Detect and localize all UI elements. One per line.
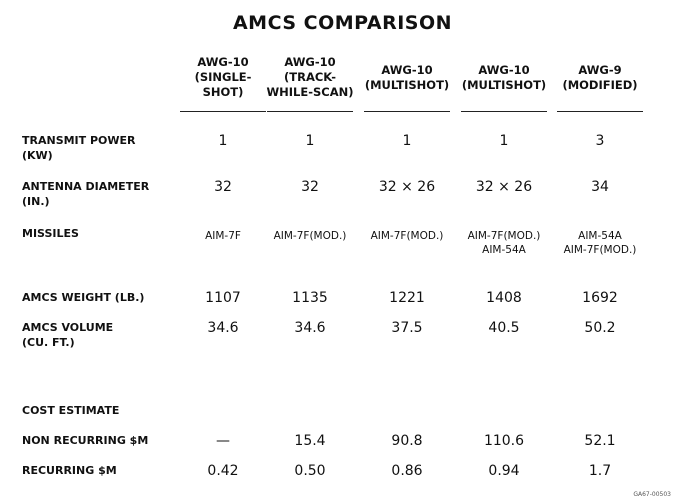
missile-name: AIM-7F(MOD.) <box>467 230 541 242</box>
value-cell: 1 <box>218 133 228 149</box>
value-cell: 0.42 <box>207 463 239 479</box>
column-header-rule <box>557 111 643 112</box>
missile-cell: AIM-7F(MOD.) <box>352 229 462 243</box>
row-label: AMCS VOLUME (CU. FT.) <box>22 320 113 350</box>
row-label: MISSILES <box>22 226 79 241</box>
value-cell: 34.6 <box>207 320 239 336</box>
column-header: AWG-10 (MULTISHOT) <box>444 63 564 93</box>
column-header-rule <box>267 111 353 112</box>
missile-name: AIM-54A <box>578 230 622 242</box>
row-label-line: TRANSMIT POWER <box>22 134 136 147</box>
missile-cell: AIM-54A AIM-7F(MOD.) <box>545 229 655 257</box>
value-cell: 37.5 <box>391 320 423 336</box>
column-header-line: AWG-10 <box>478 63 530 77</box>
value-cell: 110.6 <box>483 433 525 449</box>
figure-id: GA67-00503 <box>633 491 671 498</box>
value-cell: 1692 <box>582 290 618 306</box>
column-header-rule <box>364 111 450 112</box>
row-label-line: MISSILES <box>22 227 79 240</box>
column-header: AWG-9 (MODIFIED) <box>540 63 660 93</box>
value-cell: 1135 <box>292 290 328 306</box>
row-label-line: RECURRING $M <box>22 464 117 477</box>
value-cell: 0.50 <box>294 463 326 479</box>
row-label-line: COST ESTIMATE <box>22 404 120 417</box>
column-header-line: (SINGLE- <box>194 70 252 84</box>
missile-cell: AIM-7F(MOD.) AIM-54A <box>449 229 559 257</box>
value-cell: 1 <box>305 133 315 149</box>
column-header-line: AWG-10 <box>197 55 249 69</box>
missile-cell: AIM-7F <box>168 229 278 243</box>
value-cell: — <box>216 433 230 449</box>
row-label-line: NON RECURRING $M <box>22 434 149 447</box>
value-cell: 1.7 <box>588 463 612 479</box>
column-header: AWG-10 (MULTISHOT) <box>347 63 467 93</box>
value-cell: 15.4 <box>294 433 326 449</box>
row-label-line: (KW) <box>22 149 53 162</box>
value-cell: 1 <box>499 133 509 149</box>
column-header-rule <box>180 111 266 112</box>
row-label: AMCS WEIGHT (LB.) <box>22 290 144 305</box>
row-label: RECURRING $M <box>22 463 117 478</box>
value-cell: 32 × 26 <box>378 179 436 195</box>
missile-name: AIM-7F(MOD.) <box>370 230 444 242</box>
column-header-line: (MULTISHOT) <box>461 78 547 92</box>
row-label: ANTENNA DIAMETER (IN.) <box>22 179 149 209</box>
row-label-line: (CU. FT.) <box>22 336 75 349</box>
value-cell: 32 × 26 <box>475 179 533 195</box>
column-header-line: (TRACK- <box>284 70 336 84</box>
column-header-line: (MULTISHOT) <box>364 78 450 92</box>
value-cell: 1107 <box>205 290 241 306</box>
value-cell: 0.86 <box>391 463 423 479</box>
row-label: TRANSMIT POWER (KW) <box>22 133 136 163</box>
value-cell: 1 <box>402 133 412 149</box>
row-label: COST ESTIMATE <box>22 403 119 418</box>
value-cell: 90.8 <box>391 433 423 449</box>
row-label-line: (IN.) <box>22 195 50 208</box>
row-label-line: AMCS VOLUME <box>22 321 114 334</box>
column-header-line: WHILE-SCAN) <box>266 85 354 99</box>
missile-name: AIM-7F(MOD.) <box>273 230 347 242</box>
value-cell: 34.6 <box>294 320 326 336</box>
value-cell: 40.5 <box>488 320 520 336</box>
value-cell: 1408 <box>486 290 522 306</box>
value-cell: 34 <box>591 179 609 195</box>
missile-name: AIM-7F <box>205 230 241 242</box>
row-label: NON RECURRING $M <box>22 433 148 448</box>
value-cell: 3 <box>595 133 605 149</box>
column-header-line: AWG-10 <box>284 55 336 69</box>
column-header-rule <box>461 111 547 112</box>
value-cell: 0.94 <box>488 463 520 479</box>
row-label-line: AMCS WEIGHT (LB.) <box>22 291 145 304</box>
value-cell: 32 <box>214 179 232 195</box>
column-header: AWG-10 (TRACK- WHILE-SCAN) <box>250 55 370 100</box>
column-header-line: AWG-10 <box>381 63 433 77</box>
value-cell: 32 <box>301 179 319 195</box>
value-cell: 50.2 <box>584 320 616 336</box>
missile-name: AIM-7F(MOD.) <box>563 244 637 256</box>
value-cell: 1221 <box>389 290 425 306</box>
missile-cell: AIM-7F(MOD.) <box>255 229 365 243</box>
column-header-line: SHOT) <box>202 85 244 99</box>
row-label-line: ANTENNA DIAMETER <box>22 180 150 193</box>
value-cell: 52.1 <box>584 433 616 449</box>
column-header-line: AWG-9 <box>578 63 622 77</box>
page-title: AMCS COMPARISON <box>232 12 453 34</box>
missile-name: AIM-54A <box>482 244 526 256</box>
column-header-line: (MODIFIED) <box>562 78 638 92</box>
column-header: AWG-10 (SINGLE- SHOT) <box>163 55 283 100</box>
